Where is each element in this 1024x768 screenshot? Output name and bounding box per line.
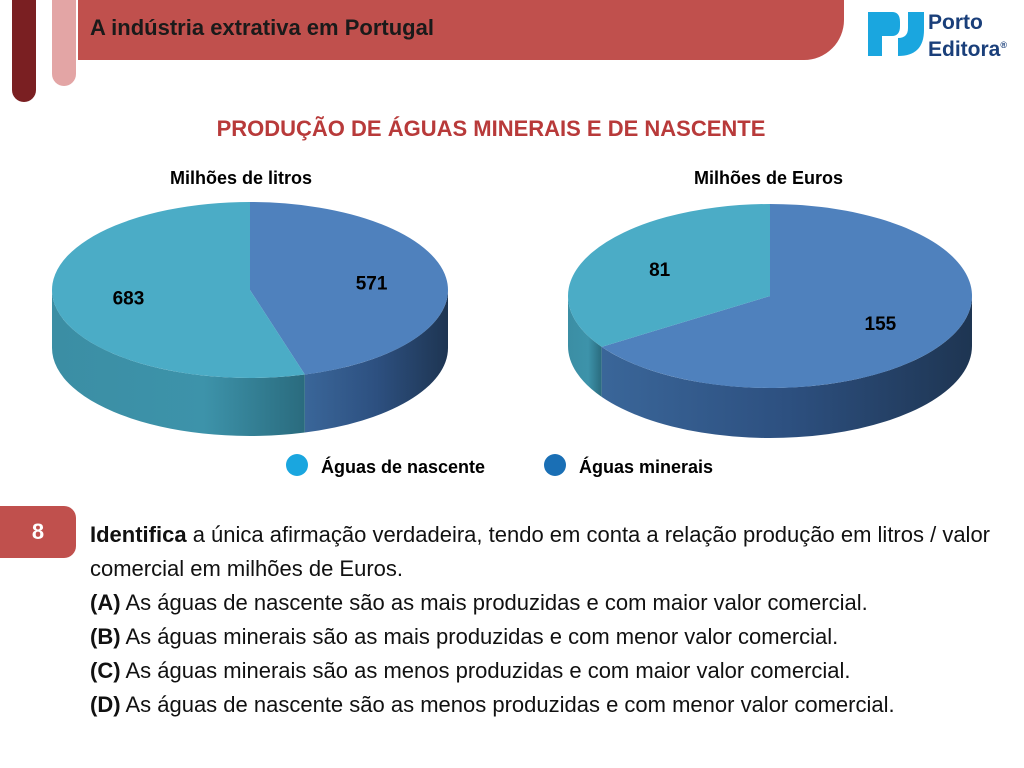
pie-side-aguas-minerais <box>304 290 448 433</box>
data-label-aguas-nascente: 81 <box>649 260 671 281</box>
answer-option-d[interactable]: (D) As águas de nascente são as menos pr… <box>90 688 1015 722</box>
answer-option-b-text: As águas minerais são as mais produzidas… <box>120 624 839 649</box>
pie-charts: 571 683 155 81 <box>52 202 973 438</box>
logo-text-editora-word: Editora <box>928 38 1001 61</box>
legend-label-aguas-minerais: Águas minerais <box>579 457 714 477</box>
answer-option-a[interactable]: (A) As águas de nascente são as mais pro… <box>90 586 1015 620</box>
answer-option-c[interactable]: (C) As águas minerais são as menos produ… <box>90 654 1015 688</box>
question-block: Identifica a única afirmação verdadeira,… <box>90 518 1015 722</box>
logo-registered-mark: ® <box>1000 40 1007 50</box>
header-accent-dark <box>12 0 36 102</box>
answer-option-a-letter: (A) <box>90 590 121 615</box>
legend-label-aguas-nascente: Águas de nascente <box>321 457 486 477</box>
pie-side-aguas-nascente <box>568 296 602 397</box>
chart-2-title: Milhões de Euros <box>694 168 844 188</box>
legend-swatch-aguas-nascente <box>286 454 308 476</box>
question-lead-text: a única afirmação verdadeira, tendo em c… <box>90 522 991 581</box>
chart-1-title: Milhões de litros <box>170 168 313 188</box>
pie-slice-aguas-minerais <box>250 202 449 375</box>
answer-option-a-text: As águas de nascente são as mais produzi… <box>120 590 868 615</box>
question-lead-bold: Identifica <box>90 522 187 547</box>
porto-editora-logo-icon <box>868 12 924 56</box>
answer-option-b[interactable]: (B) As águas minerais são as mais produz… <box>90 620 1015 654</box>
answer-option-c-text: As águas minerais são as menos produzida… <box>120 658 851 683</box>
answer-option-d-letter: (D) <box>90 692 121 717</box>
logo-text-editora: Editora® <box>928 34 1007 61</box>
pie-slice-aguas-minerais <box>601 204 973 388</box>
logo-text-porto: Porto <box>928 11 983 34</box>
header-accent-light <box>52 0 76 86</box>
chart-main-title: PRODUÇÃO DE ÁGUAS MINERAIS E DE NASCENTE <box>216 116 766 141</box>
data-label-aguas-nascente: 683 <box>113 289 145 310</box>
page-title: A indústria extrativa em Portugal <box>90 15 434 40</box>
pie-slice-aguas-nascente <box>567 204 770 347</box>
pie-side-aguas-nascente <box>52 290 305 436</box>
legend-swatch-aguas-minerais <box>544 454 566 476</box>
data-label-aguas-minerais: 155 <box>865 314 897 335</box>
answer-option-b-letter: (B) <box>90 624 121 649</box>
answer-option-d-text: As águas de nascente são as menos produz… <box>120 692 895 717</box>
pie-chart-1: 571 683 <box>52 202 449 436</box>
header-bar <box>78 0 844 60</box>
question-lead: Identifica a única afirmação verdadeira,… <box>90 518 1015 586</box>
pie-slice-aguas-nascente <box>52 202 305 378</box>
pie-chart-2: 155 81 <box>567 204 973 438</box>
pie-side-aguas-minerais <box>601 296 972 438</box>
data-label-aguas-minerais: 571 <box>356 273 388 294</box>
question-number-badge: 8 <box>0 506 76 558</box>
answer-option-c-letter: (C) <box>90 658 121 683</box>
